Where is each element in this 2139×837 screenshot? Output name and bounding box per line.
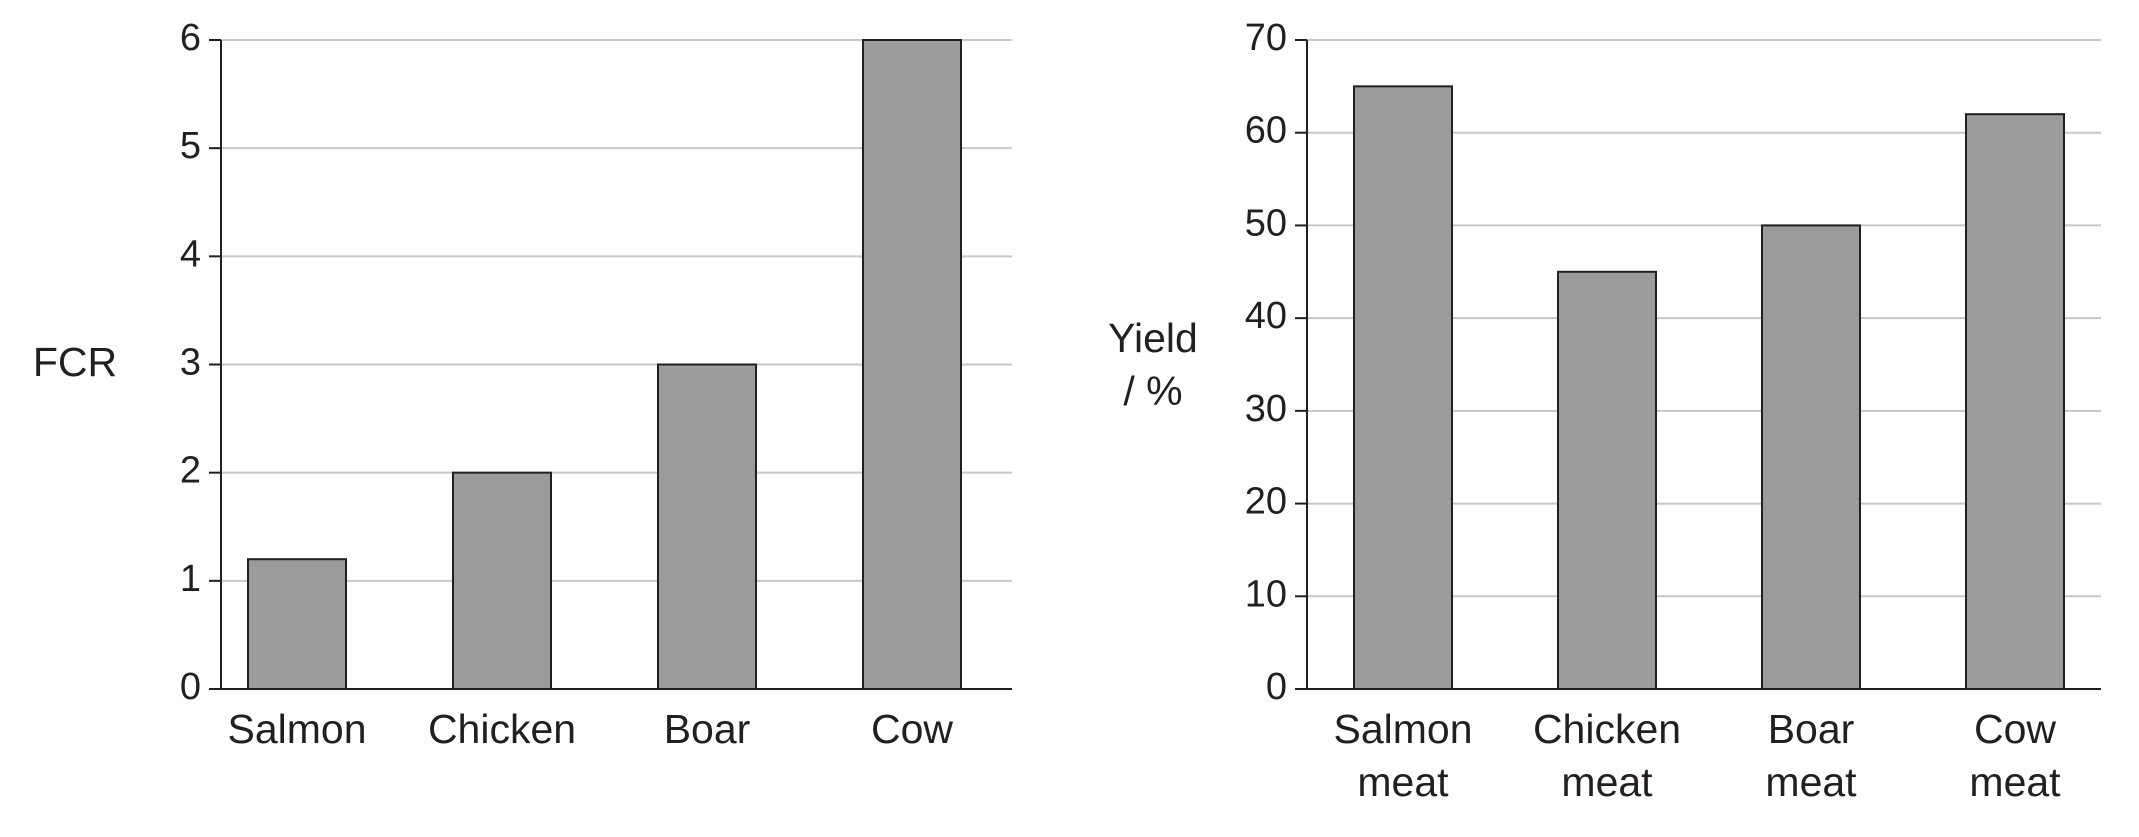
y-tick-label: 60 xyxy=(1245,110,1287,152)
bar xyxy=(862,39,962,690)
x-tick-label-box: Salmon xyxy=(227,706,367,752)
y-tick-label: 3 xyxy=(180,342,201,384)
y-tick-label: 5 xyxy=(180,125,201,167)
y-tick-label: 30 xyxy=(1245,388,1287,430)
y-axis-label: Yield / % xyxy=(1108,314,1198,414)
x-tick-label-box: Salmon meat xyxy=(1333,706,1473,806)
x-tick-label-box: Chicken xyxy=(427,706,577,752)
y-axis-label-box: FCR xyxy=(32,339,118,386)
bar xyxy=(247,558,347,691)
y-tick-label: 1 xyxy=(180,558,201,600)
x-tick-label: Cow meat xyxy=(1969,706,2061,806)
x-tick-label-box: Cow xyxy=(870,706,954,752)
bar xyxy=(1965,113,2065,690)
bar xyxy=(1761,224,1861,691)
y-tick-label: 40 xyxy=(1245,295,1287,337)
y-axis-label-box: Yield / % xyxy=(1108,314,1198,414)
bar xyxy=(452,471,552,690)
x-tick-label: Boar xyxy=(663,706,751,752)
x-tick-label-box: Boar xyxy=(663,706,751,752)
y-tick-label: 20 xyxy=(1245,481,1287,523)
y-tick-label: 0 xyxy=(180,666,201,708)
y-tick-label: 2 xyxy=(180,450,201,492)
y-tick-label: 10 xyxy=(1245,573,1287,615)
x-tick-label-box: Chicken meat xyxy=(1532,706,1682,806)
x-tick-label: Salmon xyxy=(227,706,367,752)
y-tick-label: 6 xyxy=(180,17,201,59)
x-tick-label: Boar meat xyxy=(1765,706,1857,806)
x-tick-label: Salmon meat xyxy=(1333,706,1473,806)
bar xyxy=(657,363,757,690)
y-tick-label: 70 xyxy=(1245,17,1287,59)
x-tick-label: Chicken meat xyxy=(1532,706,1682,806)
bar xyxy=(1557,270,1657,690)
x-tick-label: Cow xyxy=(870,706,954,752)
y-tick-label: 4 xyxy=(180,233,201,275)
x-tick-label-box: Boar meat xyxy=(1765,706,1857,806)
y-tick-label: 0 xyxy=(1266,666,1287,708)
bar xyxy=(1353,85,1453,691)
x-tick-label: Chicken xyxy=(427,706,577,752)
x-tick-label-box: Cow meat xyxy=(1969,706,2061,806)
y-axis-label: FCR xyxy=(32,339,118,386)
y-tick-label: 50 xyxy=(1245,202,1287,244)
